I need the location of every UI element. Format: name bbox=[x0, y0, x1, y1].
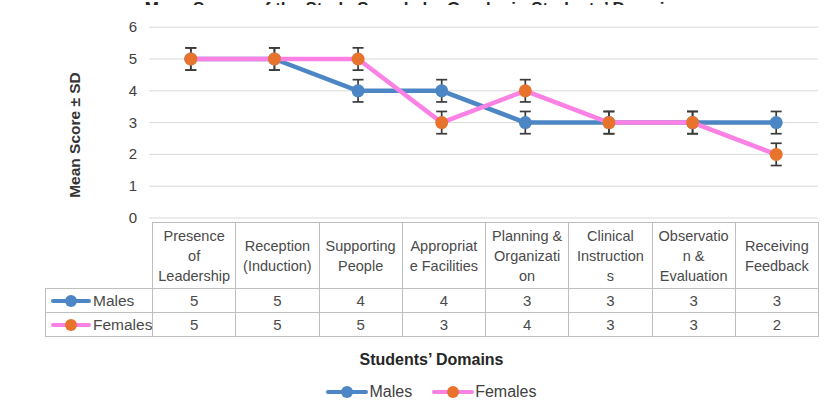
value-cell: 4 bbox=[402, 289, 485, 313]
svg-text:3: 3 bbox=[129, 114, 137, 131]
chart-legend: Males Females bbox=[45, 383, 818, 401]
value-cell: 3 bbox=[569, 289, 652, 313]
domain-header-cell: Receiving Feedback bbox=[735, 223, 818, 289]
males-key-swatch bbox=[51, 294, 91, 308]
females-key-swatch bbox=[51, 318, 91, 332]
legend-label-females: Females bbox=[475, 383, 536, 401]
value-cell: 3 bbox=[569, 313, 652, 337]
value-cell: 5 bbox=[153, 289, 236, 313]
value-cell: 5 bbox=[236, 289, 319, 313]
y-tick-labels: 0123456 bbox=[129, 18, 137, 226]
value-cell: 5 bbox=[153, 313, 236, 337]
data-point-marker bbox=[770, 148, 783, 161]
data-point-marker bbox=[352, 84, 365, 97]
domain-header-cell: Presence of Leadership bbox=[153, 223, 236, 289]
value-cell: 3 bbox=[486, 289, 569, 313]
svg-text:4: 4 bbox=[129, 82, 137, 99]
value-cell: 4 bbox=[319, 289, 402, 313]
value-cell: 3 bbox=[735, 289, 818, 313]
data-point-marker bbox=[519, 84, 532, 97]
data-table: Presence of LeadershipReception (Inducti… bbox=[45, 222, 819, 337]
table-row-females: Females55534332 bbox=[46, 313, 819, 337]
marker-dot-icon bbox=[65, 319, 77, 331]
series-line-females bbox=[191, 59, 776, 154]
data-point-marker bbox=[435, 116, 448, 129]
males-marker-dot-icon bbox=[341, 386, 353, 398]
chart-figure: Mean Scores of the Study Sample by Gende… bbox=[0, 0, 829, 418]
data-point-marker bbox=[770, 116, 783, 129]
legend-item-females: Females bbox=[432, 383, 536, 401]
data-point-marker bbox=[686, 116, 699, 129]
svg-text:5: 5 bbox=[129, 50, 137, 67]
series-key-cell-females: Females bbox=[46, 313, 153, 337]
value-cell: 2 bbox=[735, 313, 818, 337]
value-cell: 3 bbox=[652, 289, 735, 313]
value-cell: 5 bbox=[319, 313, 402, 337]
legend-label-males: Males bbox=[369, 383, 412, 401]
domain-header-cell: Supporting People bbox=[319, 223, 402, 289]
svg-text:2: 2 bbox=[129, 145, 137, 162]
domain-header-row: Presence of LeadershipReception (Inducti… bbox=[46, 223, 819, 289]
chart-canvas: Mean Score ± SD 0123456 bbox=[0, 0, 829, 232]
series-name-label: Females bbox=[93, 316, 152, 333]
domain-header-cell: Clinical Instruction s bbox=[569, 223, 652, 289]
series-key-cell-males: Males bbox=[46, 289, 153, 313]
domain-header-cell: Planning & Organizati on bbox=[486, 223, 569, 289]
data-point-marker bbox=[352, 53, 365, 66]
y-axis-title: Mean Score ± SD bbox=[66, 72, 83, 198]
svg-text:6: 6 bbox=[129, 18, 137, 35]
value-cell: 3 bbox=[652, 313, 735, 337]
data-point-marker bbox=[602, 116, 615, 129]
domain-header-cell: Observatio n & Evaluation bbox=[652, 223, 735, 289]
data-point-marker bbox=[519, 116, 532, 129]
svg-text:1: 1 bbox=[129, 177, 137, 194]
value-cell: 5 bbox=[236, 313, 319, 337]
table-corner-empty bbox=[46, 223, 153, 289]
table-row-males: Males55443333 bbox=[46, 289, 819, 313]
females-marker-dot-icon bbox=[447, 386, 459, 398]
data-point-marker bbox=[268, 53, 281, 66]
value-cell: 4 bbox=[486, 313, 569, 337]
domain-header-cell: Reception (Induction) bbox=[236, 223, 319, 289]
males-line-marker-swatch bbox=[326, 385, 368, 399]
legend-item-males: Males bbox=[326, 383, 412, 401]
females-line-marker-swatch bbox=[432, 385, 474, 399]
data-point-marker bbox=[184, 53, 197, 66]
x-axis-title: Students’ Domains bbox=[45, 351, 818, 369]
value-cell: 3 bbox=[402, 313, 485, 337]
marker-dot-icon bbox=[65, 295, 77, 307]
domain-header-cell: Appropriat e Facilities bbox=[402, 223, 485, 289]
series-name-label: Males bbox=[93, 292, 134, 309]
data-point-marker bbox=[435, 84, 448, 97]
